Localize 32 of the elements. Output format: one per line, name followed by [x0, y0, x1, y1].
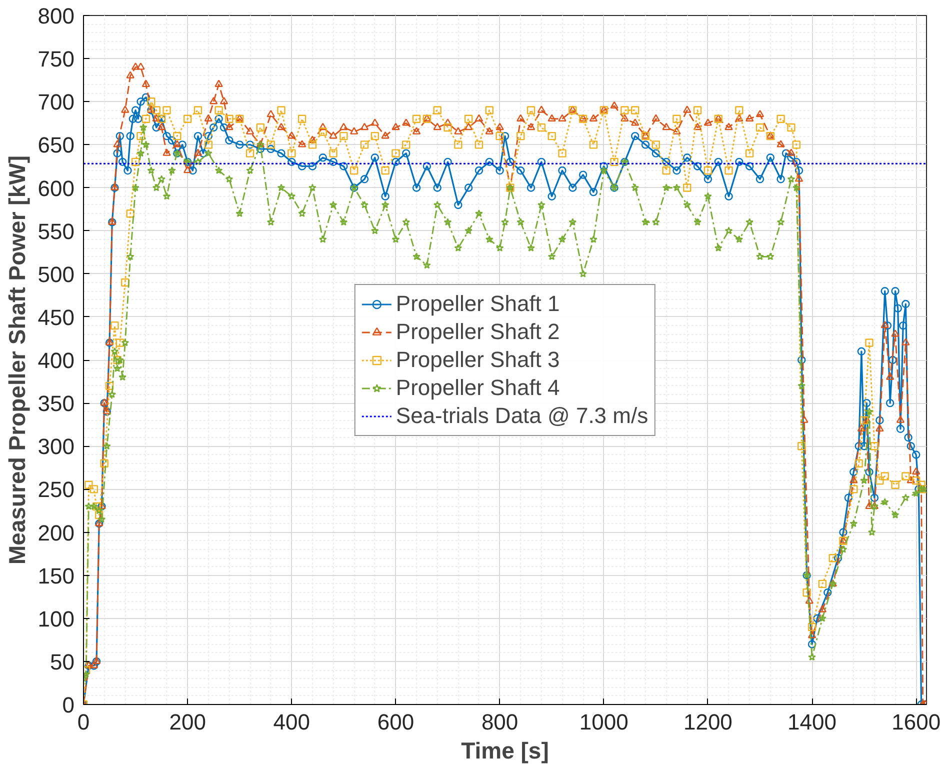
y-tick-label: 300	[38, 434, 75, 460]
y-tick-label: 400	[38, 348, 75, 373]
legend-label: Propeller Shaft 1	[396, 290, 560, 316]
legend-label: Sea-trials Data @ 7.3 m/s	[396, 402, 648, 428]
y-tick-label: 200	[38, 520, 75, 546]
y-tick-label: 800	[38, 4, 75, 28]
legend-label: Propeller Shaft 3	[396, 346, 560, 372]
x-tick-label: 1000	[579, 710, 628, 734]
x-tick-label: 800	[481, 710, 518, 734]
x-tick-label: 1200	[683, 710, 732, 734]
y-tick-label: 50	[50, 649, 75, 674]
y-axis-title: Measured Propeller Shaft Power [kW]	[4, 156, 30, 564]
x-tick-label: 1400	[788, 710, 836, 734]
legend-label: Propeller Shaft 4	[396, 374, 560, 400]
y-tick-label: 0	[62, 692, 75, 718]
x-tick-label: 400	[273, 710, 310, 734]
y-tick-label: 350	[38, 391, 75, 416]
y-tick-label: 150	[38, 563, 75, 588]
y-tick-label: 500	[38, 262, 75, 287]
x-tick-label: 600	[377, 710, 414, 734]
y-tick-label: 700	[38, 90, 75, 115]
x-tick-label: 1600	[892, 710, 941, 734]
x-axis-title: Time [s]	[461, 738, 549, 764]
y-tick-label: 550	[38, 218, 75, 244]
y-tick-label: 250	[38, 477, 75, 502]
x-tick-label: 200	[169, 710, 206, 734]
y-tick-label: 600	[38, 176, 75, 201]
y-tick-label: 100	[38, 606, 75, 632]
legend-label: Propeller Shaft 2	[396, 318, 560, 344]
y-tick-label: 750	[38, 46, 75, 72]
y-tick-label: 650	[38, 132, 75, 158]
y-tick-label: 450	[38, 304, 75, 330]
